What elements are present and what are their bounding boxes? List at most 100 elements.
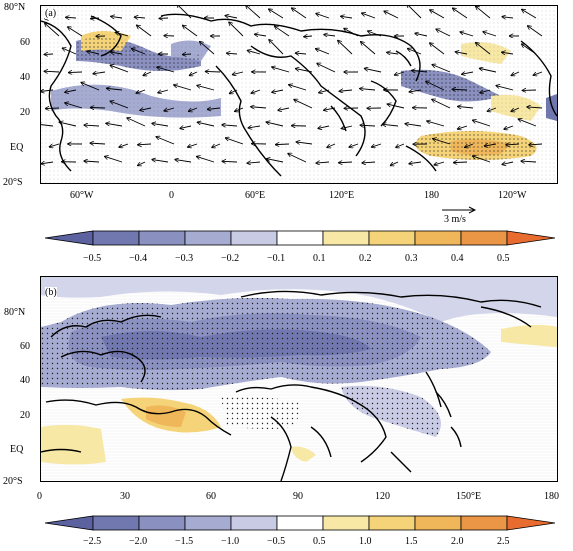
wind-vector-arrow [360, 125, 376, 126]
wind-vector-arrow [521, 161, 537, 162]
wind-vector-arrow [487, 107, 497, 111]
panel-b-ylabel-20s: 20°S [3, 476, 23, 487]
wind-vector-arrow [384, 11, 399, 19]
wind-vector-arrow [206, 71, 221, 72]
wind-vector-arrow [225, 16, 238, 18]
wind-vector-arrow [408, 49, 422, 55]
wind-vector-arrow [338, 41, 353, 55]
colorbar-a-tick-label: −0.1 [267, 253, 286, 264]
colorbar-a-bin-3 [184, 230, 232, 246]
wind-vector-arrow [41, 90, 54, 91]
colorbar-a-bin-10 [506, 230, 555, 246]
wind-vector-arrow [409, 162, 422, 164]
wind-vector-arrow [136, 89, 146, 93]
wind-vector-arrow [296, 69, 313, 73]
wind-vector-arrow [362, 162, 376, 163]
panel-a-xlabel-60e: 60°E [245, 190, 266, 201]
wind-vector-arrow [132, 49, 146, 55]
wind-vector-arrow [197, 157, 215, 163]
colorbar-b-bin-7 [368, 515, 416, 531]
colorbar-b-bin-4 [230, 515, 278, 531]
wind-vector-arrow [387, 104, 405, 109]
colorbar-a-bin-5 [276, 230, 324, 246]
wind-vector-arrow [383, 124, 399, 126]
panel-a-map-canvas [41, 6, 557, 183]
panel-b-xlabel-150e: 150°E [456, 491, 482, 502]
wind-vector-arrow [412, 70, 428, 72]
colorbar-b-tick-label: 2.0 [451, 536, 464, 547]
panel-b-ylabel-40: 40 [20, 375, 30, 386]
colorbar-a-tick-label: 0.2 [359, 253, 372, 264]
wind-vector-arrow [324, 108, 336, 110]
wind-vector-arrow [189, 107, 198, 111]
wind-vector-arrow [138, 144, 152, 145]
colorbar-b-bin-0 [45, 515, 94, 531]
colorbar-a [45, 230, 555, 246]
wind-vector-arrow [415, 33, 428, 37]
wind-vector-arrow [460, 32, 474, 37]
wind-vector-arrow [296, 142, 313, 144]
panel-b-map: (b) [40, 276, 558, 482]
wind-vector-arrow [143, 71, 152, 75]
wind-vector-arrow [84, 125, 100, 126]
wind-vector-arrow [115, 32, 129, 37]
colorbar-b-bin-3 [184, 515, 232, 531]
wind-vector-arrow [502, 17, 514, 18]
reference-vector-arrow [442, 206, 477, 214]
wind-vector-arrow [511, 107, 520, 111]
colorbar-a-tick-label: 0.5 [497, 253, 510, 264]
wind-vector-arrow [432, 99, 451, 109]
colorbar-b-bin-1 [92, 515, 140, 531]
wind-vector-arrow [522, 44, 537, 55]
panel-a-ylabel-80n: 80°N [4, 2, 26, 13]
panel-a-xlabel-120e: 120°E [329, 190, 355, 201]
wind-vector-arrow [458, 125, 468, 129]
wind-vector-arrow [316, 49, 330, 55]
panel-b-xlabel-180: 180 [544, 491, 559, 502]
wind-vector-arrow [59, 122, 77, 127]
wind-vector-arrow [409, 90, 422, 92]
wind-vector-arrow [294, 100, 313, 109]
wind-vector-arrow [127, 118, 146, 127]
wind-vector-arrow [480, 89, 491, 93]
wind-vector-arrow [189, 71, 198, 75]
colorbar-a-tick-label: −0.3 [175, 253, 194, 264]
wind-vector-arrow [157, 67, 175, 73]
panel-a-ylabel-20: 20 [20, 107, 30, 118]
wind-vector-arrow [430, 10, 445, 19]
wind-vector-arrow [502, 162, 514, 164]
colorbar-b-bin-5 [276, 515, 324, 531]
wind-vector-arrow [222, 161, 238, 162]
colorbar-b-tick-label: −2.5 [83, 536, 102, 547]
wind-vector-arrow [152, 123, 169, 127]
wind-vector-arrow [140, 108, 152, 110]
wind-vector-arrow [247, 162, 261, 163]
wind-vector-arrow [135, 17, 146, 18]
colorbar-a-bin-9 [460, 230, 508, 246]
wind-vector-arrow [454, 162, 468, 163]
wind-vector-arrow [255, 34, 267, 36]
wind-vector-arrow [511, 71, 520, 75]
wind-vector-arrow [316, 162, 330, 163]
wind-vector-arrow [65, 90, 77, 92]
wind-vector-arrow [87, 51, 100, 55]
wind-vector-arrow [476, 43, 491, 55]
colorbar-a-tick-label: 0.3 [405, 253, 418, 264]
wind-vector-arrow [69, 72, 83, 73]
wind-vector-arrow [156, 137, 175, 145]
colorbar-a-bin-6 [322, 230, 370, 246]
colorbar-b-tick-label: −0.5 [267, 536, 286, 547]
wind-vector-arrow [390, 161, 399, 165]
colorbar-b-bin-2 [138, 515, 186, 531]
wind-vector-arrow [349, 143, 359, 147]
panel-b-xlabel-0: 0 [37, 491, 42, 502]
panel-b-ylabel-60: 60 [20, 341, 30, 352]
colorbar-b-bin-9 [460, 515, 508, 531]
wind-vector-arrow [66, 17, 77, 18]
panel-b-xlabel-30: 30 [120, 491, 130, 502]
wind-vector-arrow [295, 53, 307, 54]
wind-vector-arrow [200, 42, 215, 55]
wind-vector-arrow [327, 143, 336, 147]
wind-vector-arrow [164, 107, 175, 111]
panel-b-xlabel-120: 120 [375, 491, 390, 502]
